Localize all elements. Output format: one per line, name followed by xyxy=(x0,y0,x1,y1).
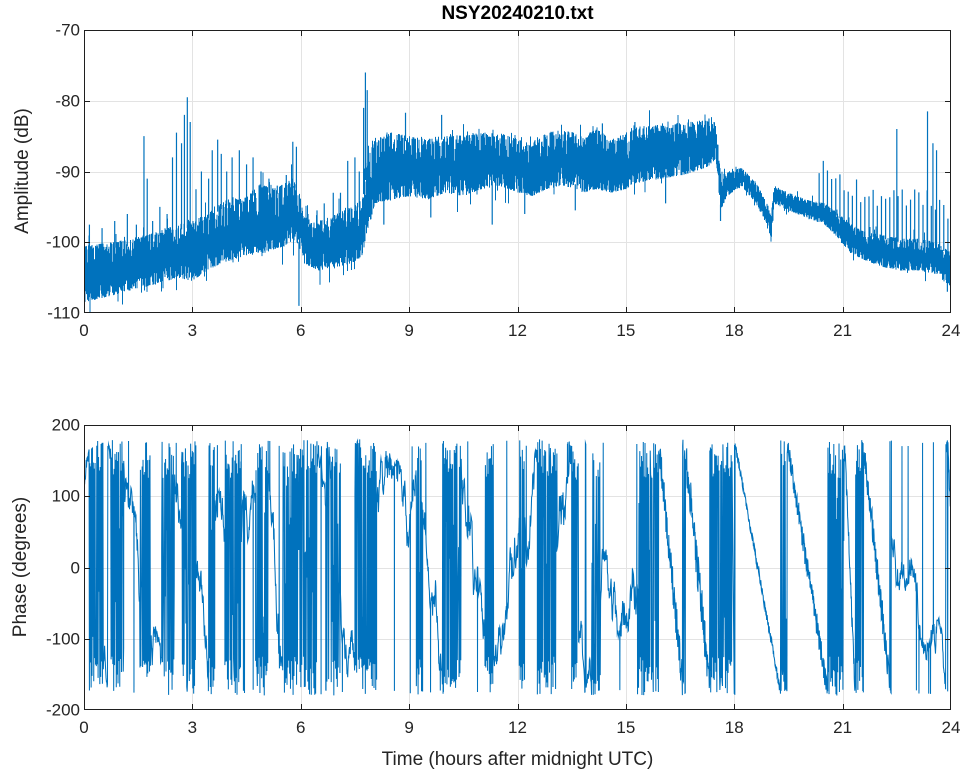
x-axis-label: Time (hours after midnight UTC) xyxy=(381,749,654,770)
y-tick-label: -110 xyxy=(47,303,80,323)
x-tick-label: 18 xyxy=(724,321,744,340)
x-tick-label: 9 xyxy=(404,718,414,737)
x-tick-label: 12 xyxy=(508,321,527,340)
x-tick-label: 24 xyxy=(941,718,961,737)
y-tick-label: 100 xyxy=(51,486,80,506)
x-tick-label: 9 xyxy=(404,321,414,340)
y-tick-label: -100 xyxy=(45,232,80,252)
phase-plot-canvas xyxy=(84,425,951,710)
x-tick-label: 6 xyxy=(296,718,306,737)
x-tick-label: 0 xyxy=(79,321,89,340)
x-tick-label: 15 xyxy=(616,718,636,737)
y-tick-label: -80 xyxy=(55,91,80,111)
x-tick-label: 3 xyxy=(187,718,198,737)
y-tick-label: 200 xyxy=(51,415,80,435)
y-tick-label: -200 xyxy=(45,700,80,720)
x-tick-label: 21 xyxy=(833,321,853,340)
x-tick-label: 18 xyxy=(724,718,744,737)
x-tick-label: 12 xyxy=(508,718,527,737)
x-tick-label: 0 xyxy=(79,718,89,737)
x-tick-label: 21 xyxy=(833,718,853,737)
x-tick-label: 6 xyxy=(296,321,306,340)
x-tick-label: 15 xyxy=(616,321,636,340)
y-tick-label: 0 xyxy=(70,558,80,577)
amplitude-plot-canvas xyxy=(84,30,951,313)
y-tick-label: -100 xyxy=(45,629,80,649)
y-tick-label: -90 xyxy=(55,162,80,181)
y-tick-label: -70 xyxy=(55,20,80,40)
x-tick-label: 3 xyxy=(187,321,198,340)
figure-title: NSY20240210.txt xyxy=(441,3,594,24)
x-tick-label: 24 xyxy=(941,321,961,340)
